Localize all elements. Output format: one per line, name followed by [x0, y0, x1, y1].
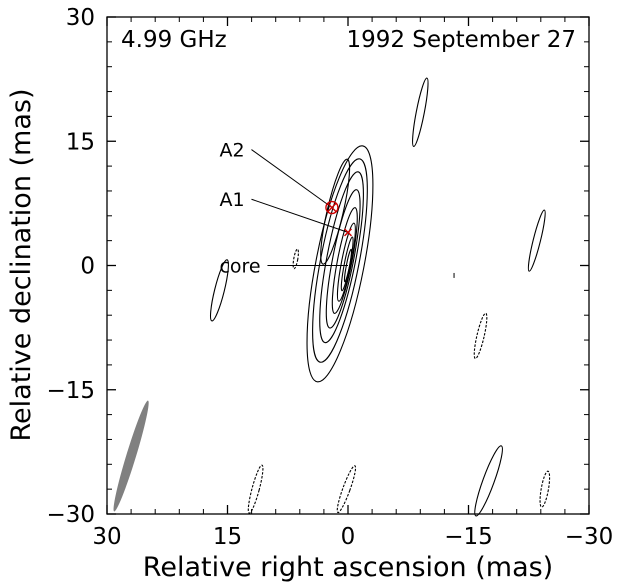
y-tick-label: −30: [46, 502, 95, 528]
x-axis-title: Relative right ascension (mas): [143, 552, 553, 583]
component-layer: A2 A1 core: [219, 140, 352, 278]
component-label: A1: [219, 189, 244, 211]
leader-line: [251, 198, 349, 233]
negative-contour: [539, 470, 551, 508]
contour-line: [319, 171, 364, 344]
x-tick-label: 30: [92, 524, 121, 550]
contour-line: [209, 259, 229, 322]
negative-contour: [336, 465, 357, 514]
y-tick-label: 30: [66, 5, 95, 31]
leader-line: [251, 149, 333, 208]
contour-line: [320, 158, 351, 265]
component-marker-cross: [327, 202, 337, 213]
negative-contour: [473, 312, 488, 360]
y-tick-label: 0: [80, 254, 95, 280]
component-label: A2: [219, 140, 244, 162]
beam-layer: [113, 400, 149, 512]
contour-line: [325, 189, 361, 329]
x-tick-label: −15: [444, 524, 493, 550]
frequency-label: 4.99 GHz: [121, 27, 227, 53]
plot-frame: [106, 16, 590, 515]
contour-line: [336, 222, 356, 302]
negative-contour: [292, 248, 299, 270]
y-tick-label: 15: [66, 129, 95, 155]
x-tick-label: 15: [213, 524, 242, 550]
component-marker-circle: [325, 200, 339, 215]
beam-ellipse: [113, 400, 149, 512]
contour-line: [474, 445, 503, 517]
x-tick-label: 0: [341, 524, 356, 550]
component-marker-cross: [344, 228, 352, 237]
contour-line: [412, 77, 429, 147]
contour-line: [306, 145, 374, 383]
negative-contour: [247, 464, 264, 514]
component-label: core: [219, 256, 260, 278]
date-label: 1992 September 27: [346, 27, 576, 53]
x-tick-label: −30: [565, 524, 614, 550]
contour-line: [527, 209, 546, 272]
y-axis-title: Relative declination (mas): [6, 88, 37, 441]
y-tick-label: −15: [46, 378, 95, 404]
